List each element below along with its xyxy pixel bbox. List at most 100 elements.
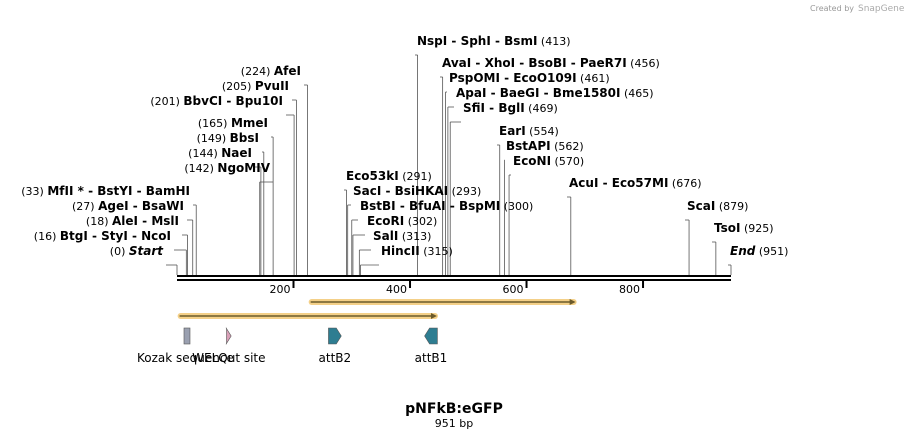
site-name: SalI: [373, 229, 398, 243]
site-name: PvuII: [255, 79, 289, 93]
feature-kozak-sequence: [183, 327, 191, 345]
site-name: BbsI: [230, 131, 259, 145]
site-position: (165): [198, 117, 231, 130]
site-position: (554): [526, 125, 559, 138]
feature-label-kozak-sequence: Kozak sequence: [137, 351, 234, 365]
site-name: BtgI - StyI - NcoI: [60, 229, 171, 243]
site-name: AleI - MslI: [112, 214, 179, 228]
site-name: SacI - BsiHKAI: [353, 184, 448, 198]
site-label-sali: SalI (313): [373, 229, 431, 243]
site-label-tsoi: TsoI (925): [714, 221, 774, 235]
position-axis: 200 400 600 800: [270, 281, 645, 296]
axis-tick-label: 600: [503, 283, 524, 296]
site-label-agei-bsawi: (27) AgeI - BsaWI: [72, 199, 184, 213]
site-name: AfeI: [274, 64, 301, 78]
site-name: BstAPI: [506, 139, 551, 153]
feature-attb1: [424, 327, 438, 345]
site-position: (16): [34, 230, 60, 243]
site-position: (0): [110, 245, 129, 258]
site-position: (291): [399, 170, 432, 183]
feature-label-attb1: attB1: [415, 351, 448, 365]
site-position: (149): [197, 132, 230, 145]
site-lines: [166, 54, 732, 275]
backbone: [177, 275, 731, 281]
site-labels: (0) Start(16) BtgI - StyI - NcoI(18) Ale…: [21, 34, 788, 258]
site-position: (315): [420, 245, 453, 258]
site-position: (205): [222, 80, 255, 93]
site-label-ngomiv: (142) NgoMIV: [184, 161, 270, 175]
site-name: SfiI - BglI: [463, 101, 525, 115]
site-position: (201): [150, 95, 183, 108]
axis-tick-label: 200: [270, 283, 291, 296]
site-position: (144): [188, 147, 221, 160]
site-label-eari: EarI (554): [499, 124, 559, 138]
site-label-econi: EcoNI (570): [513, 154, 584, 168]
feature-welqut-site: [225, 327, 232, 345]
snapgene-logo: SnapGene: [858, 4, 905, 14]
site-position: (302): [404, 215, 437, 228]
site-name: HincII: [381, 244, 420, 258]
site-label-avai-xhoi-bsobi-paer7i: AvaI - XhoI - BsoBI - PaeR7I (456): [442, 56, 660, 70]
site-position: (465): [620, 87, 653, 100]
site-label-bstapi: BstAPI (562): [506, 139, 584, 153]
site-position: (18): [86, 215, 112, 228]
site-label-pspomi-ecoo109i: PspOMI - EcoO109I (461): [449, 71, 610, 85]
site-label-start: (0) Start: [110, 244, 164, 258]
site-position: (469): [525, 102, 558, 115]
site-name: EcoRI: [367, 214, 404, 228]
site-label-saci-bsihkai: SacI - BsiHKAI (293): [353, 184, 481, 198]
site-name: BbvCI - Bpu10I: [183, 94, 283, 108]
site-position: (224): [241, 65, 274, 78]
site-label-btgi-styi-ncoi: (16) BtgI - StyI - NcoI: [34, 229, 171, 243]
site-position: (142): [184, 162, 217, 175]
site-name: NgoMIV: [217, 161, 270, 175]
site-label-naei: (144) NaeI: [188, 146, 252, 160]
site-position: (413): [537, 35, 570, 48]
site-name: MfII * - BstYI - BamHI: [47, 184, 190, 198]
site-position: (951): [755, 245, 788, 258]
site-position: (879): [715, 200, 748, 213]
site-label-ecori: EcoRI (302): [367, 214, 437, 228]
site-position: (293): [448, 185, 481, 198]
orf-arrow-head: [430, 313, 437, 319]
site-label-acui-eco57mi: AcuI - Eco57MI (676): [569, 176, 701, 190]
site-position: (456): [627, 57, 660, 70]
site-position: (925): [740, 222, 773, 235]
site-name: EarI: [499, 124, 526, 138]
axis-tick-label: 800: [619, 283, 640, 296]
site-label-scai: ScaI (879): [687, 199, 748, 213]
site-name: PspOMI - EcoO109I: [449, 71, 577, 85]
site-label-alei-msli: (18) AleI - MslI: [86, 214, 179, 228]
site-name: End: [730, 244, 756, 258]
site-name: NspI - SphI - BsmI: [417, 34, 537, 48]
axis-tick-label: 400: [386, 283, 407, 296]
site-position: (300): [500, 200, 533, 213]
site-name: EcoNI: [513, 154, 551, 168]
site-label-bstbi-bfuai-bspmi: BstBI - BfuAI - BspMI (300): [360, 199, 533, 213]
site-name: TsoI: [714, 221, 740, 235]
site-name: ScaI: [687, 199, 715, 213]
site-name: BstBI - BfuAI - BspMI: [360, 199, 500, 213]
site-label-mmei: (165) MmeI: [198, 116, 268, 130]
site-position: (33): [21, 185, 47, 198]
plasmid-length: 951 bp: [435, 417, 473, 430]
site-name: AcuI - Eco57MI: [569, 176, 668, 190]
site-position: (570): [551, 155, 584, 168]
site-label-bbsi: (149) BbsI: [197, 131, 259, 145]
site-label-apai-baegi-bme1580i: ApaI - BaeGI - Bme1580I (465): [456, 86, 654, 100]
site-label-end: End (951): [730, 244, 788, 258]
site-position: (313): [398, 230, 431, 243]
plasmid-name: pNFkB:eGFP: [405, 401, 503, 417]
orf-arrows: [177, 299, 577, 319]
orf-arrow-head: [569, 299, 576, 305]
site-label-bbvci-bpu10i: (201) BbvCI - Bpu10I: [150, 94, 283, 108]
site-label-mfii-bstyi-bamhi: (33) MfII * - BstYI - BamHI: [21, 184, 190, 198]
feature-label-welqut-site: WELQut site: [192, 351, 265, 365]
site-name: MmeI: [231, 116, 268, 130]
site-position: (676): [668, 177, 701, 190]
site-name: AvaI - XhoI - BsoBI - PaeR7I: [442, 56, 627, 70]
site-position: (562): [551, 140, 584, 153]
site-label-afei: (224) AfeI: [241, 64, 301, 78]
site-label-nspi-sphi-bsmi: NspI - SphI - BsmI (413): [417, 34, 571, 48]
